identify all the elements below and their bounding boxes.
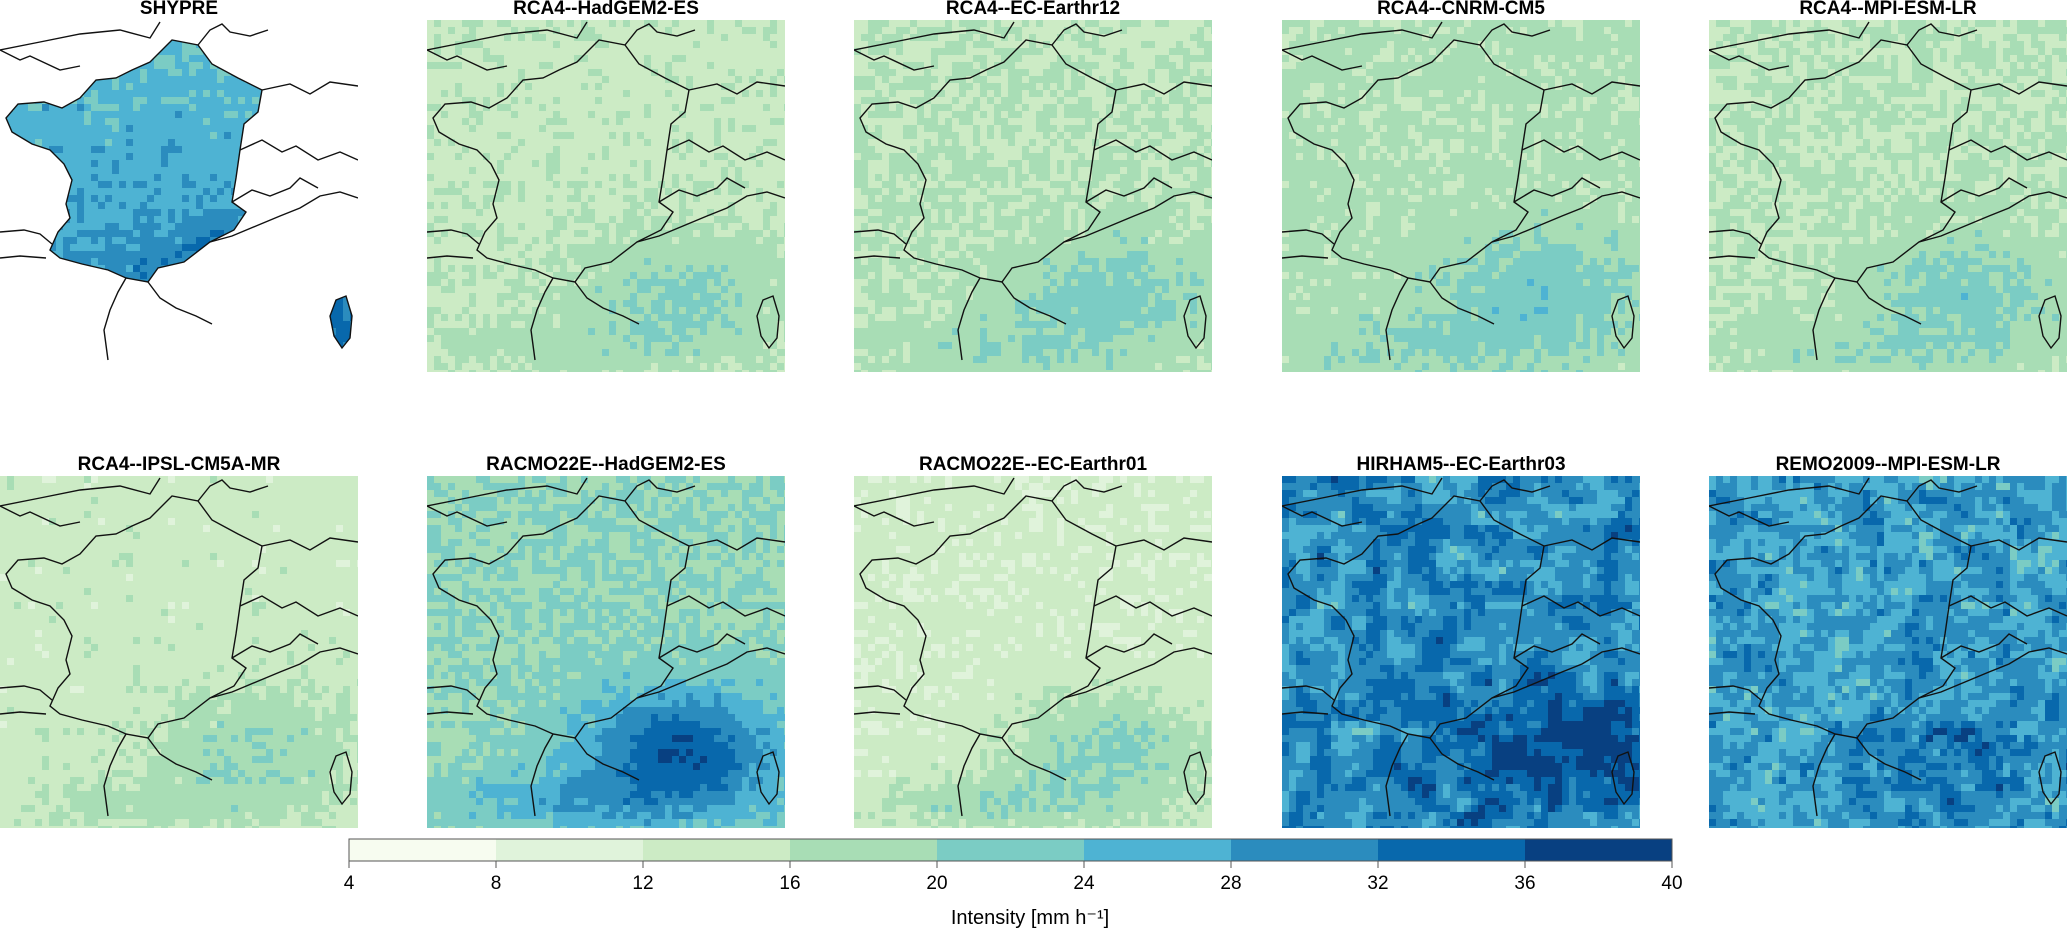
precipitation-map [1282, 476, 1640, 828]
map-panel: RCA4--HadGEM2-ES [427, 0, 785, 372]
colorbar-swatch [1231, 839, 1378, 861]
country-borders [0, 477, 358, 817]
colorbar-swatch [790, 839, 937, 861]
colorbar-tick-label: 4 [344, 873, 355, 894]
colorbar-swatch [1084, 839, 1231, 861]
panel-title: RACMO22E--HadGEM2-ES [427, 454, 785, 476]
precipitation-map [0, 476, 358, 828]
panel-title: HIRHAM5--EC-Earthr03 [1282, 454, 1640, 476]
map-panel: RCA4--CNRM-CM5 [1282, 0, 1640, 372]
country-borders [1709, 477, 2067, 817]
colorbar-frame [348, 838, 1673, 862]
colorbar-tick-label: 8 [491, 873, 502, 894]
panel-title: SHYPRE [0, 0, 358, 20]
panel-title: RCA4--CNRM-CM5 [1282, 0, 1640, 20]
colorbar-swatch [496, 839, 643, 861]
colorbar-tick-label: 32 [1367, 873, 1388, 894]
colorbar-tick-label: 28 [1220, 873, 1241, 894]
map-panel: HIRHAM5--EC-Earthr03 [1282, 454, 1640, 828]
precipitation-map [1709, 20, 2067, 372]
intensity-grid [1709, 20, 2067, 372]
colorbar-tick-label: 40 [1661, 873, 1682, 894]
map-panel: REMO2009--MPI-ESM-LR [1709, 454, 2067, 828]
colorbar-swatch [643, 839, 790, 861]
colorbar-tick-label: 24 [1073, 873, 1095, 894]
colorbar-label: Intensity [mm h⁻¹] [951, 907, 1109, 929]
colorbar-tick-label: 12 [632, 873, 653, 894]
map-panel: RCA4--IPSL-CM5A-MR [0, 454, 358, 828]
country-borders [1282, 21, 1640, 361]
colorbar-tick-label: 20 [926, 873, 947, 894]
precipitation-map [427, 20, 785, 372]
panel-title: REMO2009--MPI-ESM-LR [1709, 454, 2067, 476]
country-borders [427, 477, 785, 817]
country-borders [427, 21, 785, 361]
precipitation-map [427, 476, 785, 828]
panel-title: RCA4--EC-Earthr12 [854, 0, 1212, 20]
colorbar-swatch [349, 839, 496, 861]
precipitation-map [1709, 476, 2067, 828]
intensity-grid [1282, 20, 1640, 372]
intensity-grid [427, 476, 785, 828]
colorbar-swatch [1525, 839, 1672, 861]
intensity-grid [854, 476, 1212, 828]
intensity-grid [1709, 476, 2067, 828]
precipitation-map [854, 20, 1212, 372]
map-panel: SHYPRE [0, 0, 358, 372]
precipitation-map [854, 476, 1212, 828]
country-borders [854, 477, 1212, 817]
country-borders [854, 21, 1212, 361]
intensity-grid [1282, 476, 1640, 828]
country-borders [1282, 477, 1640, 817]
panel-title: RCA4--MPI-ESM-LR [1709, 0, 2067, 20]
colorbar-tick-label: 16 [779, 873, 800, 894]
precipitation-map [0, 21, 358, 361]
panel-title: RCA4--HadGEM2-ES [427, 0, 785, 20]
map-panel: RACMO22E--HadGEM2-ES [427, 454, 785, 828]
map-panel: RCA4--EC-Earthr12 [854, 0, 1212, 372]
country-borders [0, 21, 358, 361]
map-panel: RACMO22E--EC-Earthr01 [854, 454, 1212, 828]
colorbar-swatch [1378, 839, 1525, 861]
intensity-grid [427, 20, 785, 372]
colorbar-swatch [937, 839, 1084, 861]
panel-title: RCA4--IPSL-CM5A-MR [0, 454, 358, 476]
country-borders [1709, 21, 2067, 361]
map-panel: RCA4--MPI-ESM-LR [1709, 0, 2067, 372]
colorbar-ticks: 4 8 12 16 20 24 28 32 36 40 [344, 861, 1683, 894]
colorbar-swatches [348, 838, 1673, 862]
colorbar-tick-label: 36 [1514, 873, 1535, 894]
precipitation-map [1282, 20, 1640, 372]
panel-title: RACMO22E--EC-Earthr01 [854, 454, 1212, 476]
